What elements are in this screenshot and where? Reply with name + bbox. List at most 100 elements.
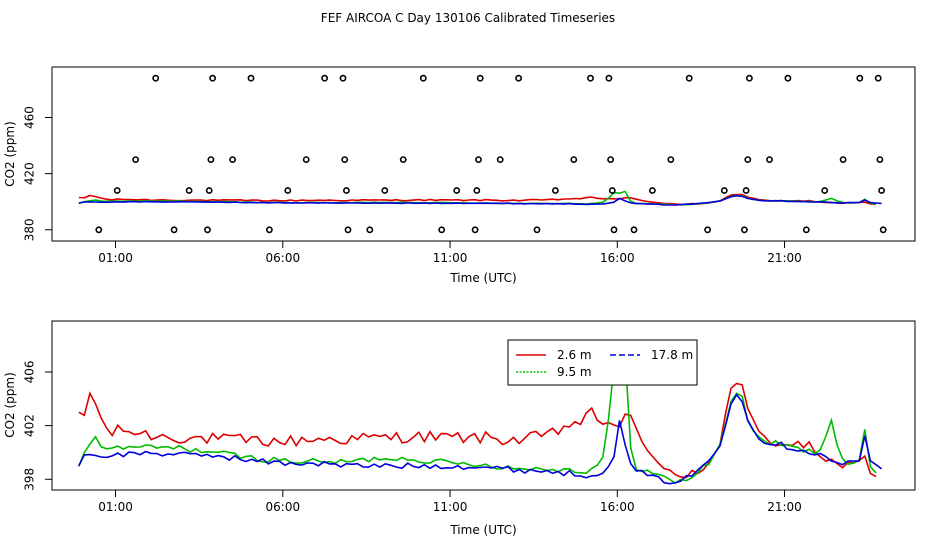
calibration-point bbox=[608, 187, 616, 194]
bottom-plot-frame bbox=[51, 320, 916, 491]
calibration-point bbox=[229, 156, 236, 163]
calibration-point bbox=[856, 74, 864, 82]
calibration-point bbox=[496, 156, 504, 163]
calibration-point bbox=[746, 74, 753, 82]
calibration-point bbox=[741, 226, 748, 234]
calibration-point bbox=[878, 187, 885, 194]
calibration-point bbox=[704, 226, 711, 234]
calibration-point bbox=[170, 226, 178, 234]
figure-title: FEF AIRCOA C Day 130106 Calibrated Times… bbox=[321, 11, 615, 25]
top-axes: 01:00 06:00 11:00 16:00 21:00 380 420 460 bbox=[23, 106, 802, 265]
top-x-tick-label: 06:00 bbox=[266, 251, 301, 265]
series-line-9-5-m bbox=[78, 353, 877, 484]
calibration-point bbox=[587, 74, 594, 82]
calibration-point bbox=[247, 74, 255, 82]
calibration-point bbox=[607, 156, 614, 163]
bottom-y-tick-label: 402 bbox=[23, 414, 37, 437]
calibration-point bbox=[95, 226, 103, 234]
top-series-line-2-6-m bbox=[78, 193, 877, 206]
bottom-axes: 01:00 06:00 11:00 16:00 21:00 398 402 406 bbox=[23, 361, 802, 514]
top-y-tick-label: 420 bbox=[23, 162, 37, 185]
top-panel: Time (UTC) CO2 (ppm) 01:00 06:00 11:00 16:0… bbox=[3, 66, 916, 285]
calibration-point bbox=[570, 156, 578, 163]
bottom-x-tick-label: 21:00 bbox=[767, 500, 802, 514]
calibration-point bbox=[321, 74, 328, 82]
top-x-tick-label: 11:00 bbox=[433, 251, 468, 265]
top-y-tick-label: 460 bbox=[23, 106, 37, 129]
bottom-series-lines bbox=[78, 353, 883, 485]
calibration-point bbox=[342, 187, 350, 194]
top-y-axis-label: CO2 (ppm) bbox=[3, 121, 17, 187]
calibration-point bbox=[610, 226, 618, 234]
top-x-axis-label: Time (UTC) bbox=[449, 271, 516, 285]
series-line-17-8-m bbox=[78, 393, 883, 485]
top-y-tick-label: 380 bbox=[23, 218, 37, 241]
calibration-point bbox=[339, 74, 347, 82]
bottom-y-tick-label: 406 bbox=[23, 361, 37, 384]
top-x-tick-label: 21:00 bbox=[767, 251, 802, 265]
calibration-point bbox=[649, 187, 656, 194]
calibration-point bbox=[284, 187, 292, 194]
calibration-point bbox=[302, 156, 310, 163]
bottom-x-axis-label: Time (UTC) bbox=[449, 523, 516, 537]
calibration-point bbox=[744, 156, 752, 163]
calibration-point bbox=[879, 226, 887, 234]
calibration-point bbox=[685, 74, 693, 82]
calibration-point bbox=[784, 74, 792, 82]
calibration-point bbox=[667, 156, 675, 163]
top-calibration-points bbox=[95, 74, 887, 234]
calibration-point bbox=[132, 156, 139, 163]
calibration-point bbox=[874, 74, 882, 82]
bottom-x-tick-label: 16:00 bbox=[600, 500, 635, 514]
calibration-point bbox=[265, 226, 273, 234]
calibration-point bbox=[341, 156, 349, 163]
calibration-point bbox=[742, 187, 750, 194]
top-x-tick-label: 16:00 bbox=[600, 251, 635, 265]
bottom-x-tick-label: 11:00 bbox=[433, 500, 468, 514]
calibration-point bbox=[113, 187, 121, 194]
bottom-y-axis-label: CO2 (ppm) bbox=[3, 372, 17, 438]
calibration-point bbox=[515, 74, 522, 82]
bottom-x-tick-label: 01:00 bbox=[98, 500, 133, 514]
legend-label-9-5m: 9.5 m bbox=[557, 365, 592, 379]
calibration-point bbox=[204, 226, 211, 234]
calibration-point bbox=[473, 187, 481, 194]
calibration-point bbox=[471, 226, 479, 234]
calibration-point bbox=[876, 156, 884, 163]
calibration-point bbox=[438, 226, 446, 234]
calibration-point bbox=[533, 226, 541, 234]
calibration-point bbox=[419, 74, 427, 82]
calibration-point bbox=[720, 187, 728, 194]
calibration-point bbox=[839, 156, 847, 163]
bottom-y-tick-label: 398 bbox=[23, 468, 37, 491]
top-series-lines bbox=[78, 190, 882, 206]
calibration-point bbox=[605, 74, 613, 82]
calibration-point bbox=[209, 74, 216, 82]
calibration-point bbox=[476, 74, 484, 82]
calibration-point bbox=[207, 156, 215, 163]
calibration-point bbox=[453, 187, 461, 194]
legend-label-17-8m: 17.8 m bbox=[651, 348, 693, 362]
calibration-point bbox=[152, 74, 160, 82]
calibration-point bbox=[205, 187, 213, 194]
calibration-point bbox=[766, 156, 773, 163]
top-x-tick-label: 01:00 bbox=[98, 251, 133, 265]
top-plot-frame bbox=[51, 66, 916, 242]
calibration-point bbox=[552, 187, 559, 194]
calibration-point bbox=[366, 226, 374, 234]
calibration-point bbox=[475, 156, 482, 163]
calibration-point bbox=[185, 187, 193, 194]
calibration-point bbox=[802, 226, 810, 234]
bottom-panel: Time (UTC) CO2 (ppm) 01:00 06:00 11:00 16:0… bbox=[3, 320, 916, 537]
legend-label-2-6m: 2.6 m bbox=[557, 348, 592, 362]
calibration-point bbox=[630, 226, 638, 234]
top-series-line-17-8-m bbox=[78, 194, 882, 206]
legend-box bbox=[507, 339, 698, 386]
calibration-point bbox=[381, 187, 389, 194]
calibration-point bbox=[399, 156, 407, 163]
calibration-point bbox=[344, 226, 352, 234]
legend: 2.6 m 9.5 m 17.8 m bbox=[507, 339, 698, 386]
series-line-2-6-m bbox=[78, 382, 877, 479]
bottom-x-tick-label: 06:00 bbox=[266, 500, 301, 514]
